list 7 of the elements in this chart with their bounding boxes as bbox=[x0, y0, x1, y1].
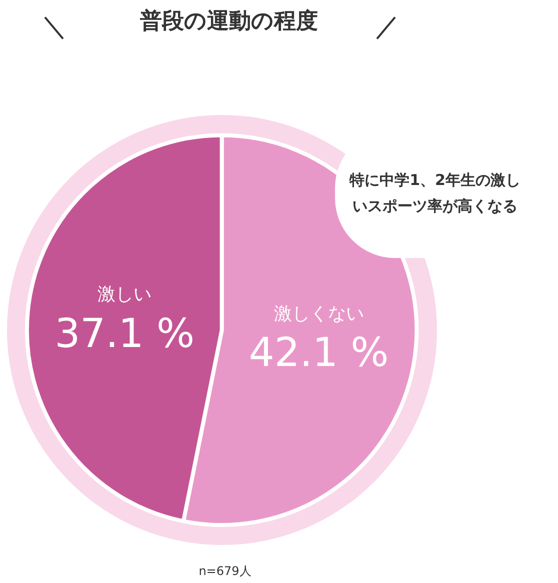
slice-label: 激しい bbox=[98, 284, 152, 306]
data-label: 37.1 % bbox=[54, 310, 195, 357]
text: n=679人 bbox=[198, 563, 252, 580]
data-label: 42.1 % bbox=[248, 330, 389, 376]
slice-label: 激しくない bbox=[274, 303, 364, 324]
chart-title: 普段の運動の程度 bbox=[138, 8, 318, 34]
text: 特に中学1、2年生の激しいスポーツ率が高くなる bbox=[335, 128, 535, 258]
